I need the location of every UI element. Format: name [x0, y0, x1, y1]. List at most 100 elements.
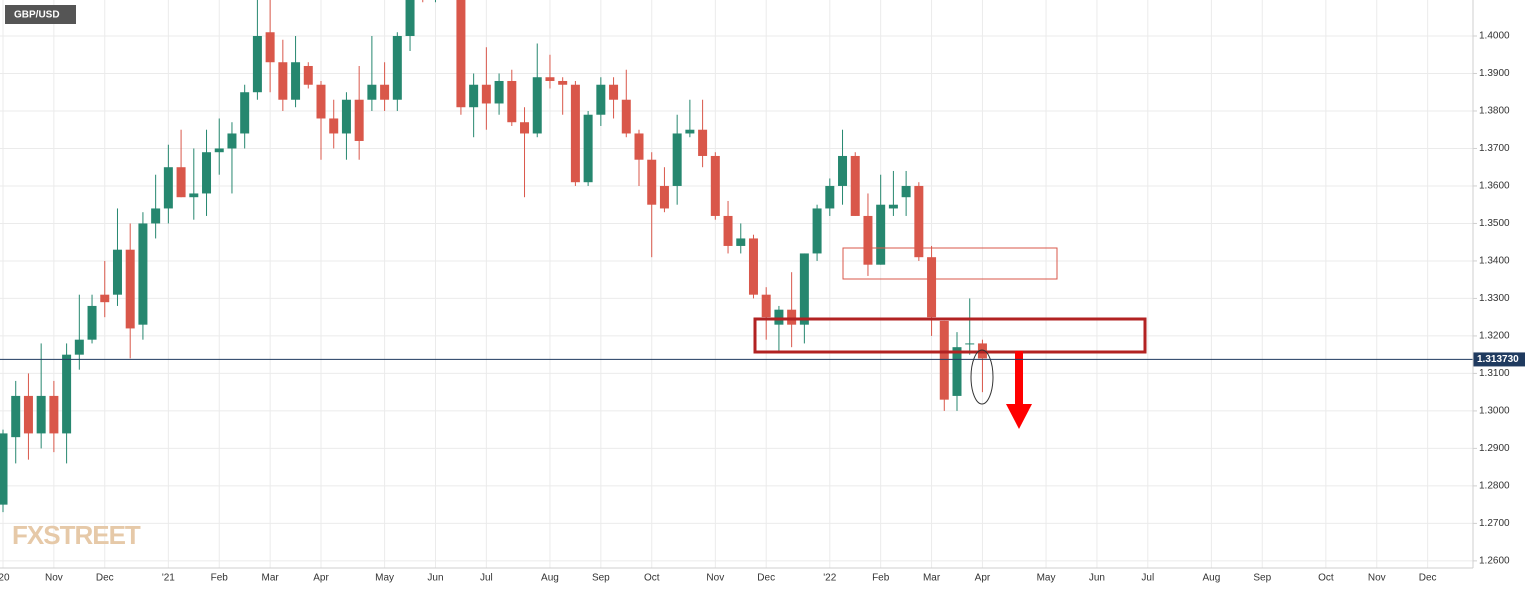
- resistance-zone: [842, 247, 1058, 280]
- candle-body: [634, 133, 644, 160]
- x-tick-label: Apr: [313, 573, 329, 584]
- candle-body: [685, 129, 695, 134]
- candle-body: [761, 294, 771, 318]
- candle-body: [888, 204, 898, 209]
- candle-body: [850, 155, 860, 216]
- y-tick-label: 1.3800: [1479, 106, 1510, 117]
- x-tick-label: Jun: [427, 573, 443, 584]
- candle-body: [189, 193, 199, 198]
- candle-body: [698, 129, 708, 156]
- candle-body: [545, 77, 555, 81]
- x-tick-label: Aug: [1203, 573, 1221, 584]
- candle-body: [927, 257, 937, 318]
- last-price-box: [1473, 352, 1525, 367]
- grid: [0, 0, 1473, 568]
- y-tick-label: 1.3600: [1479, 181, 1510, 192]
- candle-body: [354, 99, 364, 141]
- candle-body: [329, 118, 339, 134]
- candle-body: [494, 80, 504, 104]
- candle-body: [787, 309, 797, 325]
- candle-body: [341, 99, 351, 134]
- candle-body: [100, 294, 110, 303]
- x-tick-label: Oct: [644, 573, 660, 584]
- x-tick-label: Mar: [262, 573, 280, 584]
- x-tick-label: Dec: [96, 573, 114, 584]
- x-tick-label: Nov: [706, 573, 724, 584]
- candle-body: [876, 204, 886, 265]
- x-tick-label: Sep: [592, 573, 610, 584]
- candle-body: [532, 77, 542, 134]
- candle-body: [647, 159, 657, 205]
- candle-body: [774, 309, 784, 325]
- x-tick-label: Dec: [757, 573, 775, 584]
- x-tick-label: May: [375, 573, 394, 584]
- x-tick-label: Apr: [975, 573, 991, 584]
- candle-body: [914, 185, 924, 258]
- candle-body: [240, 92, 250, 134]
- candle-body: [838, 155, 848, 186]
- x-tick-label: Nov: [45, 573, 63, 584]
- candle-body: [710, 155, 720, 216]
- arrow-head: [1006, 404, 1032, 429]
- candle-body: [736, 238, 746, 246]
- x-tick-label: '20: [0, 573, 10, 584]
- y-tick-label: 1.3200: [1479, 331, 1510, 342]
- candle-body: [202, 152, 212, 194]
- candle-body: [214, 148, 224, 153]
- y-tick-label: 1.3700: [1479, 143, 1510, 154]
- candle-body: [799, 253, 809, 325]
- title-box: [5, 5, 76, 24]
- last-price-label: 1.313730: [1477, 354, 1519, 365]
- x-tick-label: May: [1037, 573, 1056, 584]
- candle-body: [609, 84, 619, 100]
- candle-body: [405, 0, 415, 36]
- overlay: 1.2600 1.2700 1.2800 1.2900 1.3000 1.3100 1.32…: [0, 31, 1525, 584]
- candle-body: [74, 339, 84, 355]
- y-tick-label: 1.3100: [1479, 368, 1510, 379]
- candle-body: [62, 354, 72, 434]
- candle-body: [23, 395, 33, 434]
- candle-body: [36, 395, 46, 434]
- x-tick-label: Feb: [872, 573, 890, 584]
- candle-body: [252, 35, 262, 93]
- candle-body: [520, 122, 530, 134]
- watermark: FXSTREET: [12, 520, 141, 550]
- candle-body: [596, 84, 606, 115]
- candle-body: [112, 249, 122, 295]
- y-tick-label: 1.2900: [1479, 443, 1510, 454]
- candle-body: [125, 249, 135, 329]
- candle-body: [316, 84, 326, 119]
- x-tick-label: Dec: [1419, 573, 1437, 584]
- x-tick-label: '21: [162, 573, 175, 584]
- arrow-shaft: [1015, 351, 1023, 406]
- candle-body: [227, 133, 237, 149]
- y-tick-label: 1.2700: [1479, 518, 1510, 529]
- x-tick-label: Jul: [480, 573, 493, 584]
- candle-body: [748, 238, 758, 295]
- y-tick-label: 1.3900: [1479, 68, 1510, 79]
- x-tick-label: Feb: [211, 573, 229, 584]
- x-tick-label: Jul: [1141, 573, 1154, 584]
- x-tick-label: Aug: [541, 573, 559, 584]
- candle-body: [0, 433, 8, 505]
- candle-body: [507, 80, 517, 123]
- candle-body: [723, 215, 733, 246]
- candle-body: [621, 99, 631, 134]
- candle-body: [952, 347, 962, 396]
- candle-body: [469, 84, 479, 108]
- candle-body: [176, 167, 186, 198]
- candle-body: [481, 84, 491, 104]
- y-tick-label: 1.2800: [1479, 481, 1510, 492]
- candle-body: [392, 35, 402, 100]
- candle-body: [965, 343, 975, 345]
- y-tick-label: 1.3000: [1479, 406, 1510, 417]
- candle-body: [11, 395, 21, 438]
- candle-body: [863, 215, 873, 265]
- candle-body: [163, 167, 173, 209]
- candle-body: [87, 305, 97, 340]
- candle-body: [380, 84, 390, 100]
- x-tick-label: Mar: [923, 573, 941, 584]
- candle-body: [303, 65, 313, 85]
- candle-body: [367, 84, 377, 100]
